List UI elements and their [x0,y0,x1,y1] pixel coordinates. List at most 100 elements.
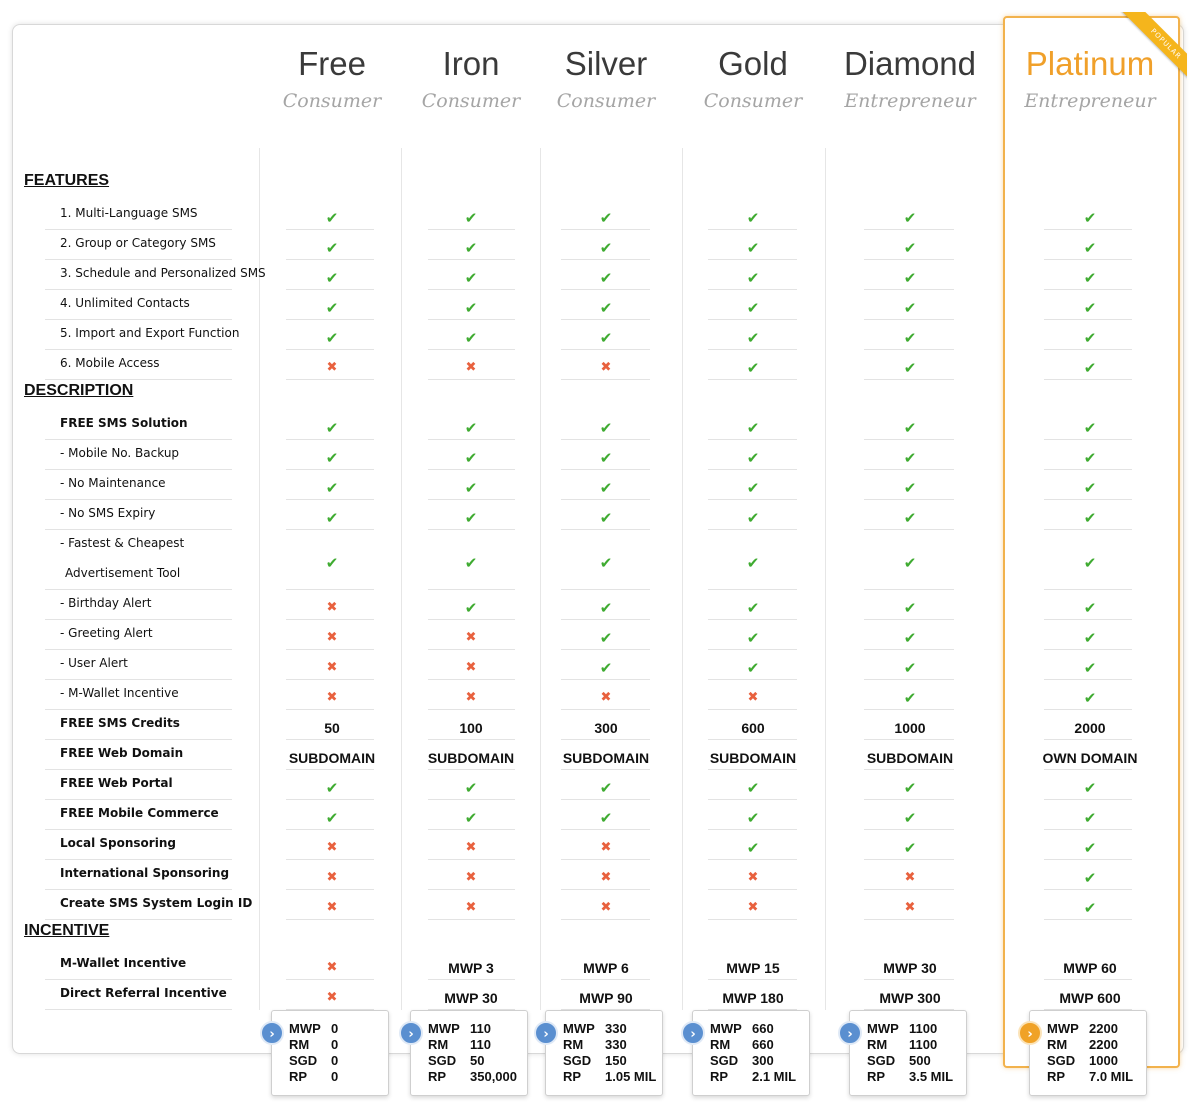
chevron-right-icon[interactable]: › [534,1021,558,1045]
table-cell: ✔ [1035,448,1145,468]
table-cell: ✔ [551,508,661,528]
cell-separator [561,769,650,770]
cell-separator [708,439,797,440]
check-icon: ✔ [325,479,339,497]
cell-separator [286,649,374,650]
cell-separator [428,349,515,350]
cell-separator [708,289,797,290]
table-cell: ✔ [551,328,661,348]
row-separator [45,529,232,530]
chevron-right-icon[interactable]: › [838,1021,862,1045]
cell-separator [561,439,650,440]
price-box-gold[interactable]: › MWP 660 RM 660 SGD 300 RP 2.1 MIL [681,1010,810,1096]
price-value: 500 [909,1053,931,1068]
table-cell: ✔ [1035,628,1145,648]
table-cell: ✔ [551,448,661,468]
price-value: 0 [331,1069,339,1084]
row-separator [45,259,232,260]
feature-label: Direct Referral Incentive [60,986,227,1000]
check-icon: ✔ [1083,554,1097,572]
table-cell: ✔ [416,478,526,498]
table-cell: ✖ [551,838,661,858]
check-icon: ✔ [746,449,760,467]
cell-separator [864,589,954,590]
table-cell: ✔ [416,448,526,468]
cell-separator [286,619,374,620]
table-cell: ✖ [551,898,661,918]
price-box-free[interactable]: › MWP 0 RM 0 SGD 0 RP 0 [260,1010,389,1096]
price-currency: RP [428,1069,447,1084]
cell-separator [286,829,374,830]
cell-separator [708,349,797,350]
row-separator [45,679,232,680]
table-cell: 50 [324,720,340,736]
cell-separator [864,649,954,650]
price-value: 1.05 MIL [605,1069,657,1084]
cell-separator [561,709,650,710]
price-currency: SGD [563,1053,592,1068]
table-cell: ✖ [277,868,387,888]
price-currency: RM [428,1037,449,1052]
price-currency: SGD [867,1053,896,1068]
table-cell: ✔ [416,238,526,258]
section-title-features: FEATURES [24,172,110,189]
price-value: 1100 [909,1037,938,1052]
check-icon: ✔ [903,239,917,257]
price-box-platinum[interactable]: › MWP 2200 RM 2200 SGD 1000 RP 7.0 MIL [1018,1010,1147,1096]
cell-separator [428,379,515,380]
cell-separator [561,679,650,680]
price-value: 7.0 MIL [1089,1069,1134,1084]
row-separator [45,649,232,650]
cross-icon: ✖ [326,960,338,975]
row-separator [45,379,232,380]
check-icon: ✔ [903,479,917,497]
feature-label: Advertisement Tool [65,566,181,580]
table-cell: ✔ [1035,298,1145,318]
price-currency: RP [867,1069,886,1084]
table-cell: MWP 30 [444,990,498,1006]
cell-separator [1044,229,1132,230]
check-icon: ✔ [1083,779,1097,797]
plan-tier-silver: Consumer [556,90,656,112]
cell-separator [1044,379,1132,380]
check-icon: ✔ [325,299,339,317]
table-cell: ✔ [416,553,526,573]
price-value: 330 [605,1021,627,1036]
table-cell: ✔ [698,448,808,468]
cell-separator [708,769,797,770]
check-icon: ✔ [1083,689,1097,707]
price-box-diamond[interactable]: › MWP 1100 RM 1100 SGD 500 RP 3.5 MIL [838,1010,967,1096]
chevron-right-icon[interactable]: › [1018,1021,1042,1045]
price-currency: SGD [289,1053,318,1068]
cell-separator [708,379,797,380]
chevron-right-icon[interactable]: › [399,1021,423,1045]
cell-separator [1044,589,1132,590]
table-cell: ✔ [855,658,965,678]
table-cell: ✖ [277,358,387,378]
row-separator [45,349,232,350]
table-cell: ✔ [698,298,808,318]
price-box-iron[interactable]: › MWP 110 RM 110 SGD 50 RP 350,000 [399,1010,528,1096]
check-icon: ✔ [746,629,760,647]
price-box-silver[interactable]: › MWP 330 RM 330 SGD 150 RP 1.05 MIL [534,1010,663,1096]
table-cell: SUBDOMAIN [288,750,376,766]
check-icon: ✔ [1083,599,1097,617]
cell-separator [1044,649,1132,650]
table-cell: ✔ [698,553,808,573]
price-value: 1000 [1089,1053,1118,1068]
cell-separator [286,499,374,500]
cross-icon: ✖ [465,870,477,885]
check-icon: ✔ [325,419,339,437]
price-currency: RP [710,1069,729,1084]
table-cell: ✔ [551,553,661,573]
chevron-right-icon[interactable]: › [260,1021,284,1045]
table-cell: ✔ [1035,658,1145,678]
chevron-right-icon[interactable]: › [681,1021,705,1045]
check-icon: ✔ [1083,899,1097,917]
feature-label: FREE Mobile Commerce [60,806,219,820]
cell-separator [428,529,515,530]
cross-icon: ✖ [465,840,477,855]
price-currency: RM [867,1037,888,1052]
price-currency: RM [289,1037,310,1052]
table-cell: ✔ [855,208,965,228]
